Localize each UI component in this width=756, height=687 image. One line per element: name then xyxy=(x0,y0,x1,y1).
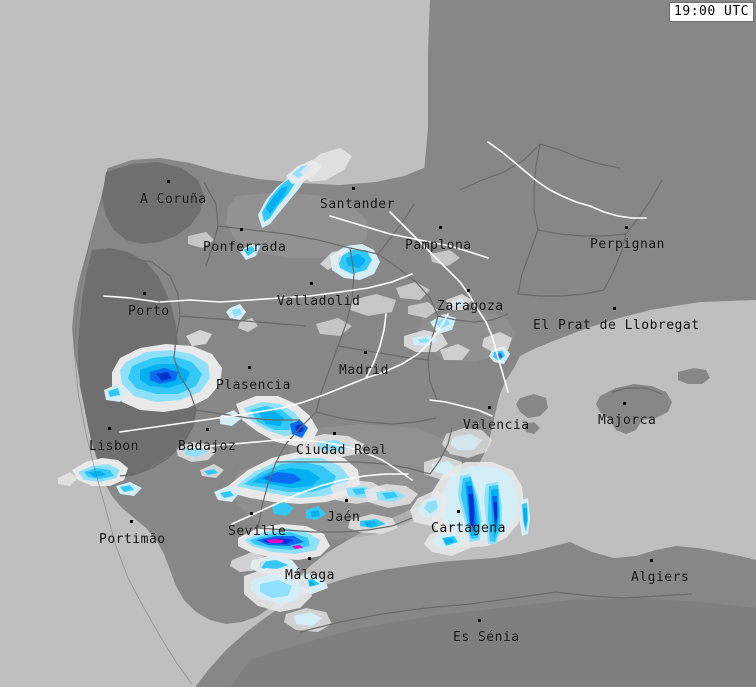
radar-cell-cadiz xyxy=(244,568,332,632)
city-label: Pamplona xyxy=(405,238,472,253)
city-marker-dot xyxy=(625,226,628,229)
city-marker-dot xyxy=(352,187,355,190)
admin-borders-layer xyxy=(119,143,693,633)
city-label: Majorca xyxy=(598,413,657,428)
radar-cell-jaen xyxy=(348,484,418,534)
city-label: Ponferrada xyxy=(203,240,287,255)
city-label: El Prat de Llobregat xyxy=(533,318,700,333)
city-marker-dot xyxy=(613,307,616,310)
island-formentera xyxy=(524,422,540,434)
landshade-galicia xyxy=(102,162,204,244)
city-label: Zaragoza xyxy=(437,299,504,314)
city-label: Santander xyxy=(320,197,395,212)
city-label: Es Sénia xyxy=(453,630,520,645)
city-label: Portimão xyxy=(99,532,166,547)
city-label: Valladolid xyxy=(277,294,361,309)
city-marker-dot xyxy=(250,512,253,515)
landmass-north-africa xyxy=(196,542,756,687)
city-marker-dot xyxy=(650,559,653,562)
island-minorca xyxy=(678,368,710,384)
city-label: Plasencia xyxy=(216,378,291,393)
landshade-atlas xyxy=(230,598,756,687)
radar-cell-cantabrian-streak xyxy=(240,148,352,260)
radar-cell-faint-patches xyxy=(188,232,460,336)
city-marker-dot xyxy=(467,289,470,292)
radar-cell-porto xyxy=(226,304,258,332)
city-label: Jaén xyxy=(327,510,361,525)
city-marker-dot xyxy=(143,292,146,295)
city-marker-dot xyxy=(108,427,111,430)
island-ibiza xyxy=(516,394,548,418)
city-label: Porto xyxy=(128,304,170,319)
coastline-layer xyxy=(73,167,193,685)
radar-echo-layer xyxy=(58,148,530,632)
city-marker-dot xyxy=(439,226,442,229)
city-marker-dot xyxy=(457,510,460,513)
radar-cell-extremadura xyxy=(104,330,222,412)
city-label: Málaga xyxy=(285,568,335,583)
city-marker-dot xyxy=(308,557,311,560)
radar-cell-levante-halo xyxy=(424,428,492,480)
city-marker-dot xyxy=(310,282,313,285)
city-label: A Coruña xyxy=(140,192,207,207)
city-marker-dot xyxy=(333,432,336,435)
city-marker-dot xyxy=(240,228,243,231)
city-marker-dot xyxy=(167,180,170,183)
city-label: Perpignan xyxy=(590,237,665,252)
city-label: Lisbon xyxy=(89,439,139,454)
city-label: Seville xyxy=(228,524,287,539)
city-label: Valencia xyxy=(463,418,530,433)
rivers-layer xyxy=(103,141,647,525)
radar-cell-guadarrama xyxy=(404,330,470,360)
city-marker-dot xyxy=(478,619,481,622)
city-marker-dot xyxy=(488,406,491,409)
city-marker-dot xyxy=(345,499,348,502)
island-majorca xyxy=(596,384,672,434)
radar-cell-toledo-mountains xyxy=(220,396,318,446)
radar-cell-lisbon-coast xyxy=(58,458,142,496)
city-label: Cartagena xyxy=(431,521,506,536)
city-marker-dot xyxy=(364,351,367,354)
radar-cell-alentejo xyxy=(176,442,268,572)
city-label: Madrid xyxy=(339,363,389,378)
city-label: Badajoz xyxy=(178,439,237,454)
city-marker-dot xyxy=(248,366,251,369)
radar-cell-guadalquivir-band xyxy=(228,434,386,520)
city-label: Ciudad Real xyxy=(296,443,388,458)
radar-cell-cartagena-streaks xyxy=(410,462,530,556)
city-marker-dot xyxy=(206,428,209,431)
city-marker-dot xyxy=(623,402,626,405)
timestamp-badge: 19:00 UTC xyxy=(669,2,754,22)
city-marker-dot xyxy=(130,520,133,523)
city-label: Algiers xyxy=(631,570,690,585)
